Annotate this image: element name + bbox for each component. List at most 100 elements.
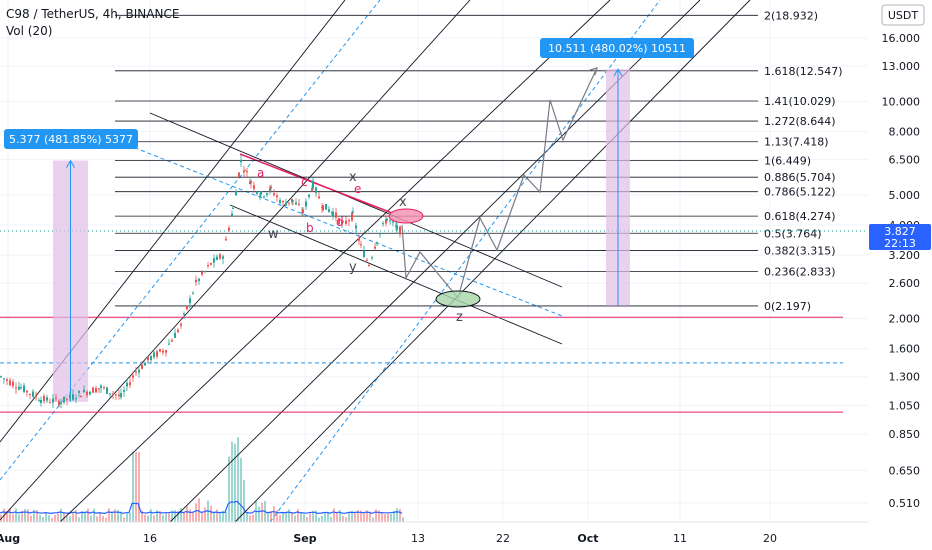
volume-bar [294,515,296,522]
candle-body [213,258,215,263]
candle-body [60,402,62,405]
candle-body [165,350,167,353]
volume-bar [9,508,11,522]
candle-body [201,271,203,275]
price-axis-bg [868,0,932,550]
fib-level-label: 0.382(3.315) [764,244,836,257]
volume-bar [78,517,80,522]
volume-bar [321,515,323,522]
volume-bar [123,517,125,522]
volume-bar [93,508,95,522]
symbol-title: C98 / TetherUS, 4h, BINANCE [6,7,180,21]
price-tag-value: 3.827 [884,225,916,238]
wave-label-red: c [301,175,308,189]
candle-body [318,196,320,199]
volume-bar [225,511,227,522]
candle-body [198,278,200,282]
candle-body [371,257,373,259]
volume-bar [69,516,71,522]
candle-body [235,191,237,196]
volume-bar [351,510,353,522]
volume-bar [324,512,326,522]
trend-channels [0,0,751,523]
candle-body [256,191,258,194]
candle-body [312,180,314,189]
volume-bar [45,512,47,522]
volume-bar [168,513,170,522]
price-tag-box [869,224,931,250]
candle-body [153,352,155,358]
volume-bar [219,512,221,522]
candle-body [55,397,57,399]
candle-body [32,391,34,397]
candle-body [260,191,262,195]
candle-body [126,382,128,387]
candle-body [341,221,343,224]
downtrend-dashed-line [114,139,563,317]
candle-body [63,396,65,403]
volume-bar [63,512,65,522]
volume-bar [15,508,17,522]
volume-bar [258,506,260,522]
measure-arrow-head [613,68,623,77]
volume-bar [240,457,242,522]
currency-button[interactable]: USDT [881,4,925,26]
candle-body [174,332,176,338]
candle-body [222,256,224,259]
time-axis[interactable]: Aug 16 Sep 13 22 Oct 11 20 [0,521,932,550]
volume-bar [42,516,44,522]
candle-body [366,259,368,261]
projection-path [401,67,598,300]
fib-level-label: 0.786(5.122) [764,186,836,199]
volume-bar [114,509,116,522]
volume-bar [231,441,233,522]
candle-body [315,187,317,194]
wave-label-red: b [306,221,314,235]
x-tick-label: 16 [143,532,157,545]
candle-body [240,160,242,163]
candle-body [192,292,194,294]
volume-bar [345,517,347,522]
channel-line [234,0,751,523]
volume-bar [270,511,272,522]
price-axis[interactable]: 16.00013.00010.0008.0006.5005.0004.0003.… [868,0,932,550]
volume-bar [141,510,143,522]
volume-bar [402,517,404,522]
candle-body [58,401,60,406]
volume-bar [372,517,374,522]
candle-body [43,396,45,402]
candle-body [6,379,8,381]
candle-body [288,202,290,204]
y-tick-label: 16.000 [882,32,921,45]
candle-body [253,185,255,189]
candle-body [162,350,164,353]
y-tick-label: 0.850 [889,428,921,441]
volume-bar [288,509,290,522]
volume-bar [192,511,194,522]
y-tick-label: 1.050 [889,400,921,413]
volume-bar [165,513,167,522]
candle-body [342,221,344,223]
time-axis-bg [0,522,932,550]
volume-bar [57,513,59,522]
candle-body [92,387,94,393]
price-tag-countdown: 22:13 [884,237,916,250]
volume-bars [0,437,404,522]
volume-bar [366,510,368,522]
volume-bar [135,452,137,522]
candle-body [103,387,105,389]
volume-bar [315,510,317,522]
y-tick-label: 13.000 [882,60,921,73]
y-tick-label: 6.500 [889,154,921,167]
volume-bar [111,511,113,522]
candle-body [273,193,275,196]
candle-body [335,212,337,218]
volume-bar [75,510,77,522]
volume-bar [393,511,395,522]
volume-bar [237,437,239,522]
candle-body [168,343,170,345]
volume-bar [201,511,203,522]
volume-bar [54,514,56,522]
volume-bar [147,515,149,522]
